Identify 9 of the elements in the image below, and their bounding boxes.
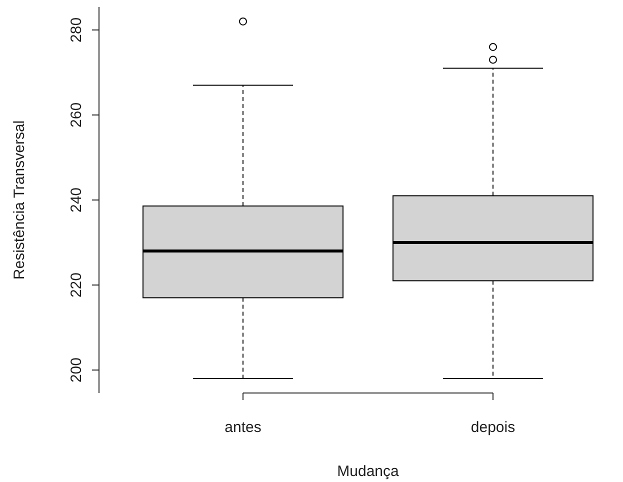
x-tick-label: depois [470,419,516,436]
y-tick-label: 220 [68,272,86,298]
y-axis-title: Resistência Transversal [11,120,28,280]
y-tick-label: 240 [68,187,86,213]
y-tick-label: 280 [68,17,86,42]
y-tick-label: 200 [68,358,86,383]
x-axis-title: Mudança [337,463,400,480]
x-tick-label: antes [224,419,262,436]
y-tick-label: 260 [68,102,86,128]
